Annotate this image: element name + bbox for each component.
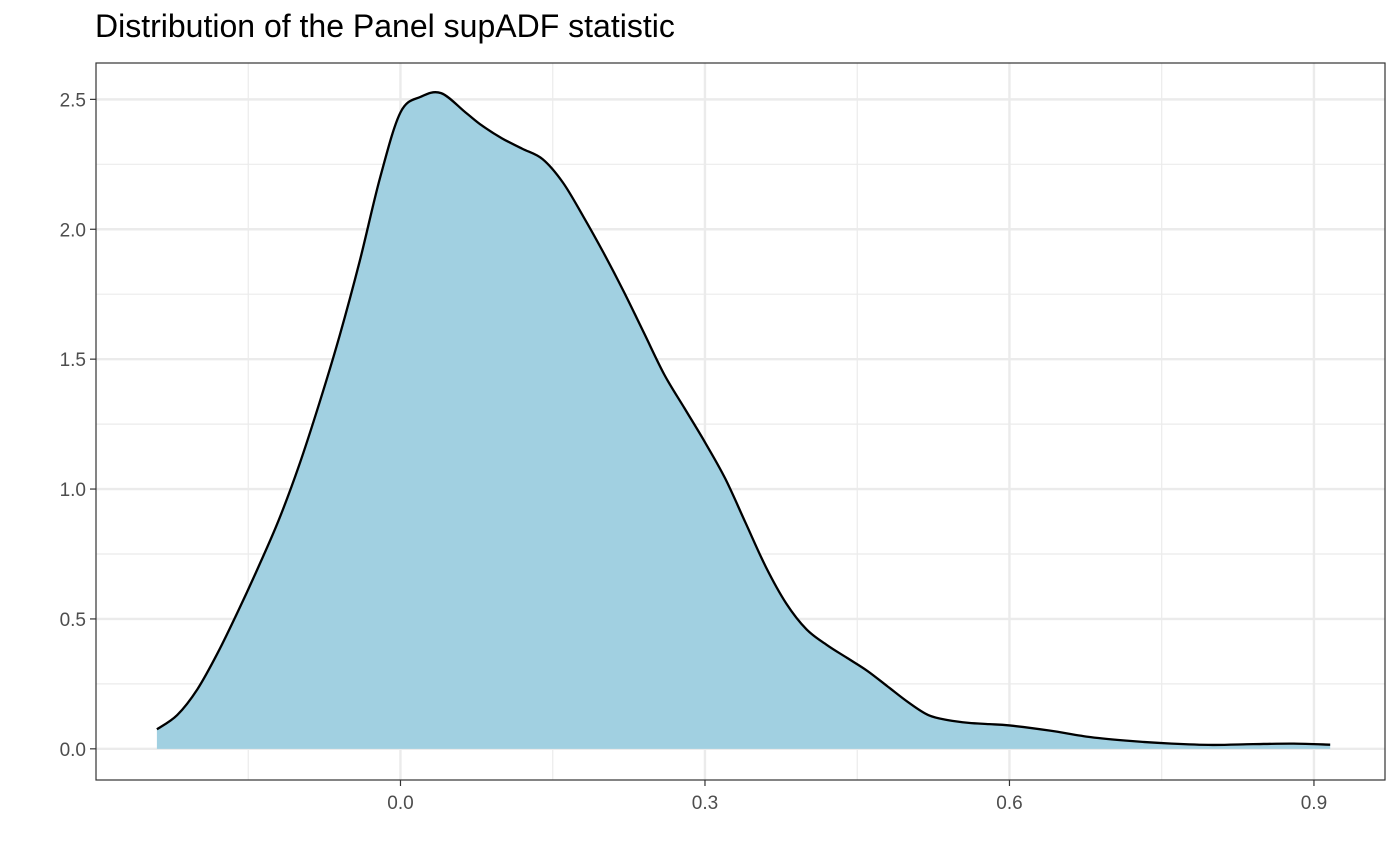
y-tick-label: 1.5 [60, 350, 86, 371]
x-tick-label: 0.3 [692, 793, 718, 814]
density-series [156, 91, 1331, 749]
x-tick-label: 0.0 [387, 793, 413, 814]
axis-tick-labels: 0.0 0.3 0.6 0.9 0.0 0.5 1.0 1.5 2.0 2.5 [60, 90, 1328, 814]
y-tick-label: 1.0 [60, 480, 86, 501]
y-tick-label: 2.0 [60, 220, 86, 241]
x-tick-label: 0.6 [996, 793, 1022, 814]
density-line [156, 91, 1331, 747]
chart-title: Distribution of the Panel supADF statist… [95, 8, 675, 44]
y-tick-label: 0.0 [60, 740, 86, 761]
density-area [156, 92, 1331, 749]
y-tick-label: 2.5 [60, 90, 86, 111]
axis-ticks [90, 98, 1315, 786]
panel-border [95, 62, 1386, 781]
x-tick-label: 0.9 [1301, 793, 1327, 814]
y-tick-label: 0.5 [60, 610, 86, 631]
